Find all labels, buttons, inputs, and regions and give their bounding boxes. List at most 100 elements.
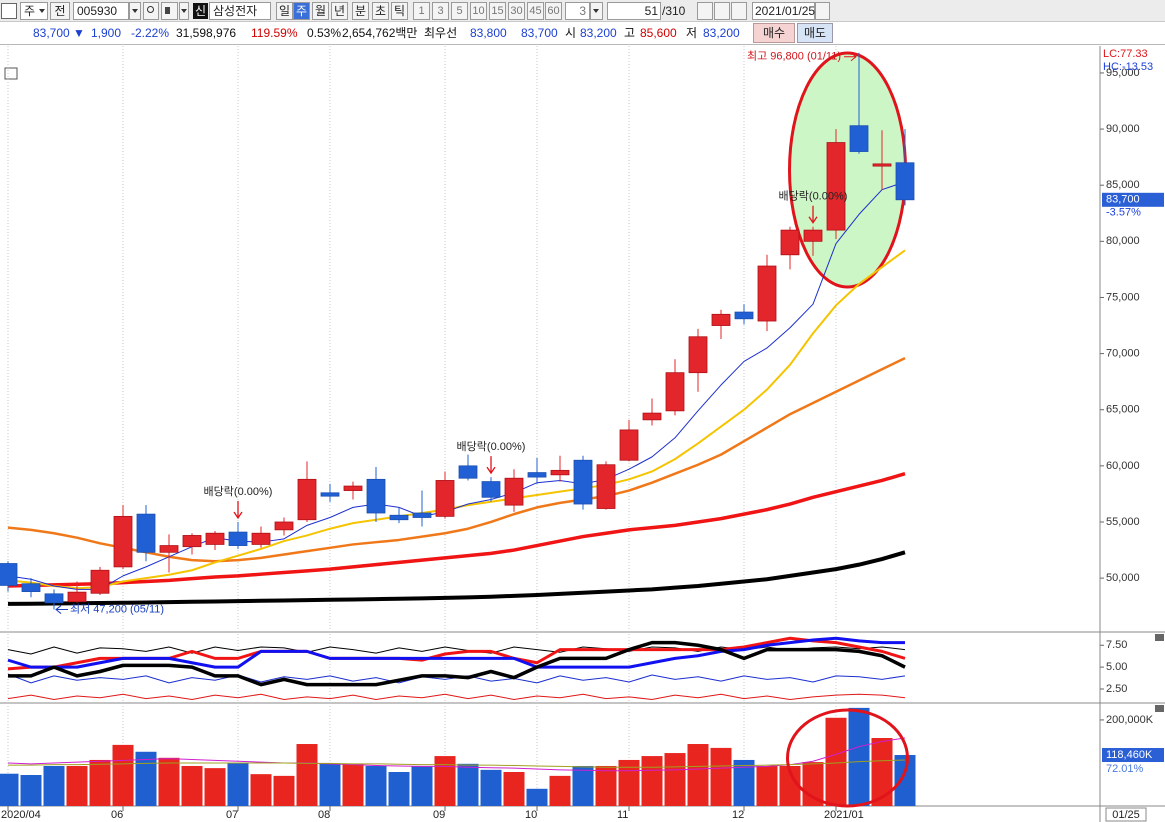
- candle-body: [481, 481, 501, 498]
- volume-bar: [434, 756, 456, 806]
- candle-body: [205, 532, 225, 545]
- x-tick-label: 11: [617, 809, 628, 821]
- candle-body: [274, 521, 294, 531]
- interval-button[interactable]: 45: [527, 2, 544, 20]
- interval-button[interactable]: 10: [470, 2, 487, 20]
- count-input[interactable]: 3: [565, 2, 590, 20]
- y-tick-label: 85,000: [1106, 179, 1140, 191]
- interval-button[interactable]: 1: [413, 2, 430, 20]
- volume-bar: [296, 744, 318, 806]
- volume-bar: [526, 788, 548, 806]
- market-select[interactable]: 주: [20, 2, 48, 20]
- last-price-label: 83,700: [1106, 194, 1140, 206]
- period-button[interactable]: 분: [352, 2, 369, 20]
- candle-body: [366, 478, 386, 514]
- candle-body: [182, 535, 202, 548]
- quote-open: 83,200: [580, 26, 617, 40]
- period-button[interactable]: 월: [312, 2, 329, 20]
- x-tick-label: 09: [433, 809, 445, 821]
- low-arrow: [55, 605, 68, 614]
- sound-icon[interactable]: [165, 7, 170, 14]
- volume-average: [7, 737, 906, 772]
- candle-body: [803, 229, 823, 242]
- cursor-box: [1105, 807, 1147, 822]
- code-input[interactable]: 005930: [73, 2, 129, 20]
- period-button[interactable]: 초: [372, 2, 389, 20]
- period-button[interactable]: 틱: [391, 2, 408, 20]
- quote-volume-ratio: 119.59%: [251, 26, 298, 40]
- volume-bar: [43, 765, 65, 806]
- search-icon[interactable]: [147, 6, 154, 13]
- y-tick-label: 95,000: [1106, 67, 1140, 79]
- y-tick-label: 5.00: [1106, 661, 1127, 673]
- calendar-button[interactable]: [815, 2, 830, 20]
- panel-icon: [1155, 705, 1164, 712]
- volume-ratio-label: 72.01%: [1106, 763, 1144, 775]
- candle-body: [435, 480, 455, 517]
- low-label: 최저 47,200 (05/11): [70, 602, 164, 615]
- dropdown-arrow[interactable]: [593, 9, 599, 13]
- menu-icon[interactable]: [1, 3, 17, 19]
- dropdown-arrow[interactable]: [181, 9, 187, 13]
- scope-button[interactable]: 전: [50, 2, 70, 20]
- interval-button[interactable]: 30: [508, 2, 525, 20]
- ex-dividend-label: 배당락(0.00%): [457, 440, 526, 453]
- candle-body: [504, 477, 524, 506]
- x-tick-label: 10: [525, 809, 537, 821]
- y-tick-label: 7.50: [1106, 639, 1127, 651]
- sell-button[interactable]: 매도: [797, 23, 833, 43]
- dropdown-arrow[interactable]: [39, 9, 45, 13]
- quote-turnover: 0.53%: [307, 26, 342, 40]
- candle-body: [596, 464, 616, 509]
- candle-body: [389, 514, 409, 521]
- position-total: /310: [662, 4, 686, 18]
- interval-button[interactable]: 5: [451, 2, 468, 20]
- volume-bar: [227, 762, 249, 806]
- quote-low: 83,200: [703, 26, 740, 40]
- buy-button[interactable]: 매수: [753, 23, 795, 43]
- quote-high-label: 고: [624, 26, 636, 40]
- y-tick-label: 50,000: [1106, 572, 1140, 584]
- volume-bar: [273, 775, 295, 806]
- period-button[interactable]: 주: [293, 2, 310, 20]
- stock-name[interactable]: 삼성전자: [209, 2, 271, 20]
- volume-bar: [733, 759, 755, 806]
- date-input[interactable]: 2021/01/25: [752, 2, 815, 20]
- moving-average: [7, 472, 906, 588]
- interval-button[interactable]: 60: [545, 2, 562, 20]
- period-button[interactable]: 일: [276, 2, 293, 20]
- interval-button[interactable]: 15: [489, 2, 506, 20]
- interval-button[interactable]: 3: [432, 2, 449, 20]
- tool-icon[interactable]: [731, 2, 747, 20]
- volume-bar: [388, 772, 410, 806]
- candle-body: [44, 593, 64, 604]
- candle-body: [550, 469, 570, 476]
- x-tick-label: 06: [111, 809, 123, 821]
- quote-low-label: 저: [686, 26, 698, 40]
- period-button[interactable]: 년: [331, 2, 348, 20]
- volume-bar: [135, 751, 157, 806]
- ex-dividend-arrow: [233, 500, 243, 520]
- y-tick-label: 65,000: [1106, 404, 1140, 416]
- volume-bar: [710, 747, 732, 806]
- volume-bar: [204, 768, 226, 806]
- volume-bar: [457, 763, 479, 806]
- candle-body: [527, 472, 547, 478]
- dropdown-arrow[interactable]: [132, 9, 138, 13]
- y-tick-label: 75,000: [1106, 291, 1140, 303]
- position-input[interactable]: 51: [607, 2, 661, 20]
- volume-bar: [319, 763, 341, 806]
- candle-body: [688, 336, 708, 374]
- volume-bar: [664, 753, 686, 806]
- candle-body: [665, 372, 685, 412]
- tool-icon[interactable]: [714, 2, 730, 20]
- y-tick-label: 70,000: [1106, 348, 1140, 360]
- candle-body: [412, 512, 432, 518]
- tool-icon[interactable]: [697, 2, 713, 20]
- volume-bar: [595, 765, 617, 806]
- candle-body: [228, 531, 248, 546]
- volume-bar: [825, 717, 847, 806]
- ex-dividend-arrow: [808, 205, 818, 224]
